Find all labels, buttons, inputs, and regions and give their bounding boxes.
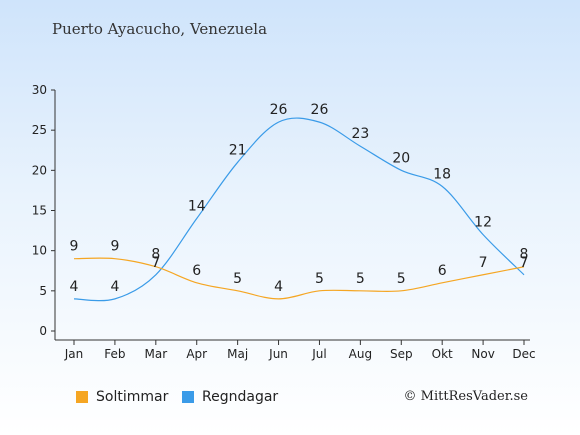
x-tick-label: Apr [186, 347, 207, 361]
x-tick-label: Jul [311, 347, 326, 361]
sun-data-label: 5 [233, 271, 242, 287]
rain-data-label: 23 [351, 126, 369, 142]
sun-data-label: 8 [151, 247, 160, 263]
x-tick-label: Mar [144, 347, 167, 361]
x-tick-label: Aug [349, 347, 372, 361]
y-tick-label: 30 [32, 83, 47, 97]
rain-data-label: 21 [229, 142, 247, 158]
sun-data-label: 5 [356, 271, 365, 287]
y-tick-label: 15 [32, 204, 47, 218]
sun-data-label: 5 [315, 271, 324, 287]
rain-data-label: 14 [188, 199, 206, 215]
sun-data-label: 4 [274, 279, 283, 295]
legend-item-sun: Soltimmar [76, 389, 168, 405]
copyright-text: © MittResVader.se [403, 389, 528, 404]
chart-title: Puerto Ayacucho, Venezuela [52, 20, 268, 38]
sun-data-label: 6 [438, 263, 447, 279]
sun-data-label: 5 [397, 271, 406, 287]
sun-data-label: 9 [110, 239, 119, 255]
rain-data-label: 26 [270, 102, 288, 118]
rain-data-label: 26 [311, 102, 329, 118]
legend-item-rain: Regndagar [182, 389, 278, 405]
sun-data-label: 7 [479, 255, 488, 271]
rain-series-line [73, 117, 525, 302]
x-tick-label: Jun [268, 347, 288, 361]
x-tick-label: Dec [512, 347, 535, 361]
rain-data-label: 12 [474, 215, 492, 231]
rain-data-label: 18 [433, 166, 451, 182]
x-tick-label: Feb [104, 347, 125, 361]
rain-data-label: 4 [70, 279, 79, 295]
sun-data-label: 9 [70, 239, 79, 255]
legend-label-rain: Regndagar [202, 389, 279, 405]
y-tick-label: 25 [32, 123, 47, 137]
rain-data-label: 20 [392, 150, 410, 166]
x-tick-label: Maj [227, 347, 248, 361]
x-tick-label: Okt [432, 347, 453, 361]
sun-data-label: 8 [520, 247, 529, 263]
rain-data-label: 4 [110, 279, 119, 295]
x-tick-label: Sep [390, 347, 413, 361]
rain-data-label: 7 [151, 255, 160, 271]
y-tick-label: 0 [39, 324, 47, 338]
y-tick-label: 5 [39, 284, 47, 298]
legend-label-sun: Soltimmar [96, 389, 169, 405]
x-tick-label: Jan [64, 347, 84, 361]
rain-data-label: 7 [520, 255, 529, 271]
sun-swatch [76, 391, 88, 403]
y-tick-label: 10 [32, 244, 47, 258]
sun-series-line [73, 257, 525, 300]
rain-swatch [182, 391, 194, 403]
sun-data-label: 6 [192, 263, 201, 279]
x-tick-label: Nov [471, 347, 494, 361]
y-tick-label: 20 [32, 163, 47, 177]
